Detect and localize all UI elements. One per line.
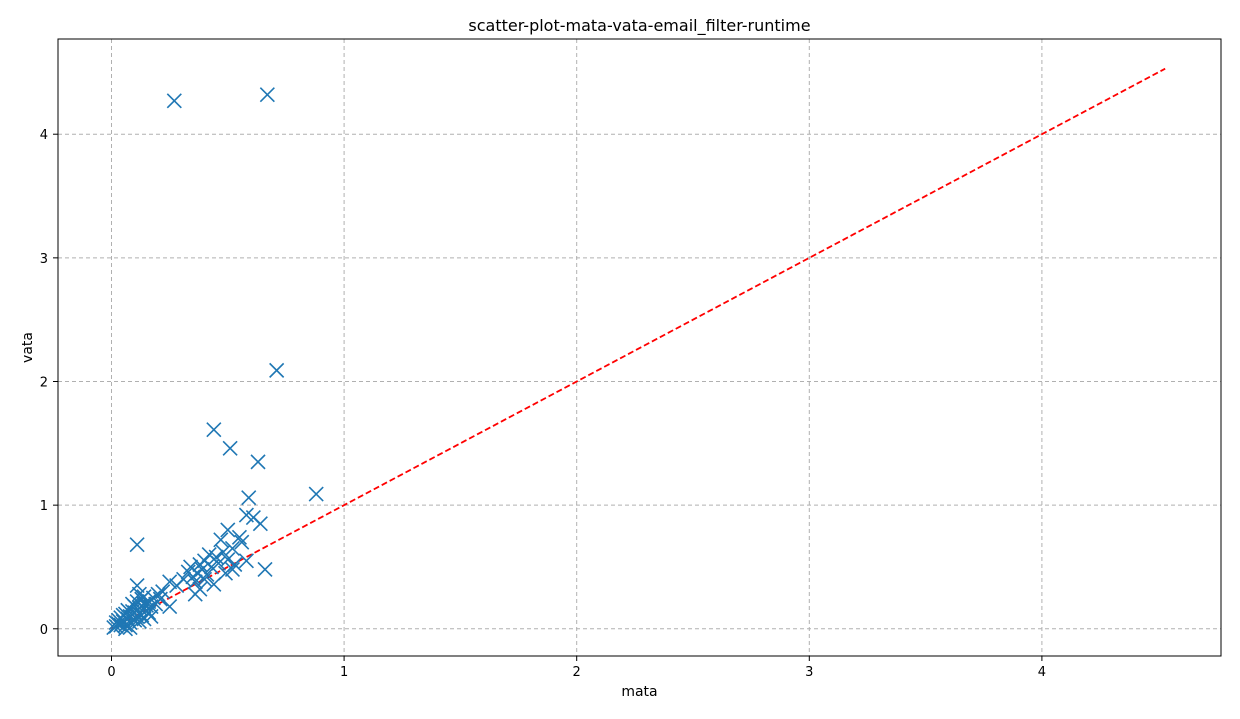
data-point xyxy=(213,532,229,548)
x-tick-label: 3 xyxy=(805,665,813,680)
chart-title: scatter-plot-mata-vata-email_filter-runt… xyxy=(468,16,810,36)
data-point xyxy=(252,516,268,532)
data-point xyxy=(269,362,285,378)
data-point xyxy=(257,561,273,578)
data-point xyxy=(129,577,145,594)
data-point xyxy=(138,597,154,613)
data-point xyxy=(259,87,275,103)
data-point xyxy=(206,422,222,438)
data-point xyxy=(234,534,250,550)
data-point xyxy=(220,522,236,538)
data-point xyxy=(215,544,231,560)
y-tick-label: 0 xyxy=(40,623,48,638)
data-point xyxy=(129,594,145,610)
y-axis-title: vata xyxy=(20,332,36,363)
data-point xyxy=(196,571,213,587)
data-point xyxy=(166,93,182,109)
data-point xyxy=(131,613,147,629)
x-tick-label: 0 xyxy=(107,665,115,680)
data-point xyxy=(241,490,257,506)
data-point xyxy=(183,559,199,575)
y-tick-label: 1 xyxy=(40,499,48,514)
data-point xyxy=(220,551,236,568)
data-point xyxy=(169,577,185,594)
data-point xyxy=(203,559,220,575)
data-point xyxy=(108,615,124,631)
data-point xyxy=(206,576,222,592)
x-tick-label: 1 xyxy=(340,665,348,680)
data-point xyxy=(231,529,247,545)
reference-line xyxy=(111,67,1166,630)
data-point xyxy=(180,564,196,580)
data-point xyxy=(308,486,324,502)
x-tick-label: 2 xyxy=(573,665,581,680)
data-point xyxy=(224,561,241,578)
data-point xyxy=(129,537,145,553)
y-tick-label: 2 xyxy=(40,376,48,391)
data-point xyxy=(192,556,208,573)
data-point xyxy=(136,589,152,605)
grid xyxy=(58,39,1221,656)
data-point xyxy=(143,608,159,624)
x-tick-label: 4 xyxy=(1038,665,1046,680)
y-tick-label: 3 xyxy=(40,252,48,267)
data-point xyxy=(250,454,266,470)
data-point xyxy=(238,553,254,569)
axis-ticks: 0 1 2 3 4 0 1 2 3 4 xyxy=(40,128,1046,680)
data-point xyxy=(162,598,178,615)
data-point xyxy=(187,574,203,590)
data-point xyxy=(224,540,241,556)
data-point xyxy=(124,596,140,612)
data-point xyxy=(117,621,134,637)
reference-line-layer xyxy=(111,67,1166,630)
data-point xyxy=(152,591,168,607)
y-tick-label: 4 xyxy=(40,128,48,143)
data-point xyxy=(117,617,134,633)
data-point xyxy=(187,586,203,602)
data-point xyxy=(162,574,178,590)
data-point xyxy=(222,440,238,456)
data-points xyxy=(106,87,324,637)
data-point xyxy=(122,619,138,636)
plot-area-frame xyxy=(57,38,1222,657)
x-axis-title: mata xyxy=(621,684,657,700)
data-point xyxy=(199,566,215,582)
